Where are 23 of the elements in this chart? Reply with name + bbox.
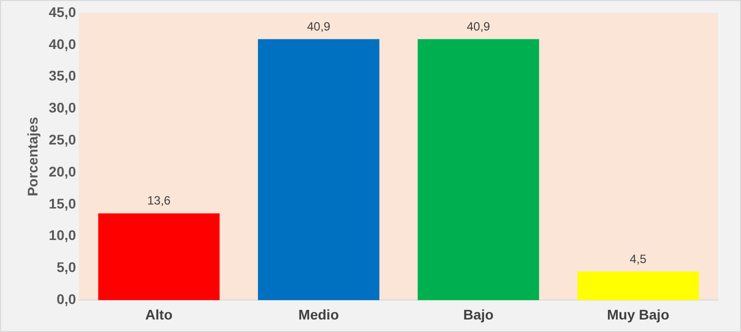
- y-tick-label: 35,0: [48, 68, 76, 84]
- bar: [98, 213, 220, 300]
- y-tick-label: 40,0: [48, 36, 76, 52]
- y-tick-label: 25,0: [48, 132, 76, 148]
- y-tick-label: 5,0: [56, 259, 76, 276]
- y-axis-title: Porcentajes: [24, 116, 40, 196]
- bar: [577, 271, 699, 300]
- y-tick-label: 45,0: [48, 4, 76, 20]
- data-label: 40,9: [306, 19, 331, 34]
- x-tick-label: Medio: [298, 306, 339, 322]
- x-tick-label: Bajo: [463, 306, 494, 322]
- data-label: 13,6: [147, 194, 171, 208]
- bar: [258, 39, 380, 300]
- y-tick-label: 30,0: [48, 100, 76, 116]
- y-tick-label: 20,0: [48, 163, 76, 180]
- y-tick-label: 10,0: [48, 227, 76, 244]
- data-label: 4,5: [630, 252, 647, 266]
- x-tick-label: Muy Bajo: [607, 306, 670, 322]
- y-tick-label: 0,0: [56, 291, 76, 308]
- bar: [418, 39, 540, 300]
- x-tick-label: Alto: [145, 306, 173, 322]
- y-tick-label: 15,0: [48, 195, 76, 212]
- data-label: 40,9: [466, 19, 490, 34]
